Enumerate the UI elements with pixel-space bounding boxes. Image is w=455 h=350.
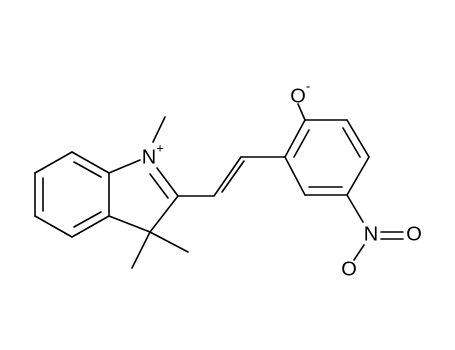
bond xyxy=(297,103,306,121)
charge-label: + xyxy=(156,140,164,155)
bond xyxy=(346,156,370,196)
bond xyxy=(213,156,242,197)
bond xyxy=(284,119,306,158)
bond xyxy=(353,244,365,261)
bond xyxy=(71,215,110,238)
bond xyxy=(156,167,179,197)
bond xyxy=(108,215,151,233)
bond xyxy=(34,151,73,174)
atom-label: N xyxy=(142,146,156,168)
bond xyxy=(71,151,110,174)
atom-label: N xyxy=(364,223,378,245)
atom-label: O xyxy=(290,85,306,107)
bond xyxy=(152,116,166,143)
atom-label: O xyxy=(406,223,422,245)
bond xyxy=(293,129,310,158)
bond xyxy=(34,215,73,238)
bond xyxy=(73,211,102,228)
bond xyxy=(342,127,361,158)
bond xyxy=(221,160,245,193)
bond xyxy=(284,156,306,196)
bond xyxy=(149,231,189,253)
bond xyxy=(346,194,364,223)
charge-label: - xyxy=(306,78,310,93)
bond xyxy=(108,159,141,174)
bonds xyxy=(34,103,404,269)
bond xyxy=(149,195,179,233)
bond xyxy=(346,119,370,158)
bond xyxy=(131,231,151,269)
bond xyxy=(73,161,102,178)
atom-label: O xyxy=(341,258,357,280)
bond xyxy=(149,173,169,199)
